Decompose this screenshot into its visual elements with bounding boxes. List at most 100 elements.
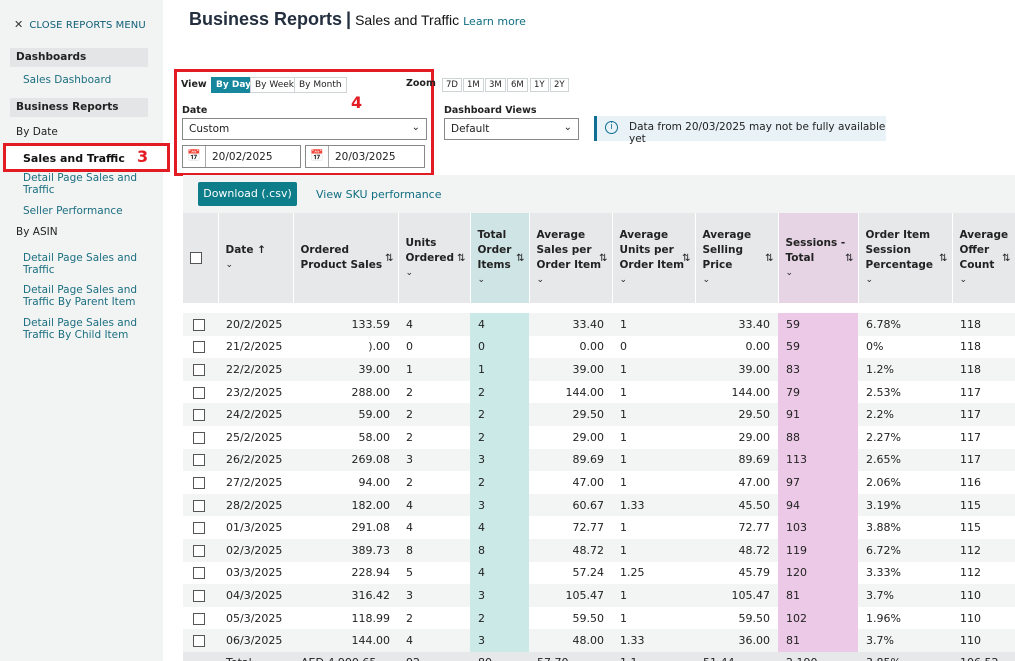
row-checkbox[interactable] <box>193 612 205 625</box>
column-header-ordered-product-sales[interactable]: Ordered Product Sales ⇅ <box>293 213 399 303</box>
zoom-1m-button[interactable]: 1M <box>463 78 484 92</box>
row-checkbox[interactable] <box>193 386 205 399</box>
table-cell: 4 <box>470 313 529 336</box>
sort-icon: ⇅ <box>939 253 948 264</box>
column-header-avg-selling-price[interactable]: Average Selling Price ⇅ ⌄ <box>695 213 779 303</box>
table-cell: 2.06% <box>866 475 901 489</box>
table-cell: 1 <box>612 358 695 381</box>
column-header-total-order-items[interactable]: Total Order Items ⇅ ⌄ <box>470 213 530 303</box>
sidebar-item-seller-performance[interactable]: Seller Performance <box>23 205 123 217</box>
start-date-input[interactable]: 📅 20/02/2025 <box>182 145 301 168</box>
close-reports-menu-button[interactable]: ✕ CLOSE REPORTS MENU <box>14 18 146 31</box>
table-cell: 3 <box>470 493 529 517</box>
column-header-units-ordered[interactable]: Units Ordered ⇅ ⌄ <box>398 213 471 303</box>
row-checkbox[interactable] <box>193 341 205 354</box>
sidebar-item-detail-page[interactable]: Detail Page Sales and Traffic <box>23 172 138 196</box>
table-cell: 6.72% <box>858 538 952 562</box>
table-cell: 2 <box>470 380 529 404</box>
table-cell: 59.00 <box>293 403 398 426</box>
view-sku-performance-link[interactable]: View SKU performance <box>316 188 442 201</box>
chevron-down-icon: ⌄ <box>785 267 794 278</box>
row-checkbox[interactable] <box>193 589 205 602</box>
table-cell: 120 <box>778 561 858 585</box>
table-cell: 1 <box>620 430 627 444</box>
column-header-avg-sales-per-order-item[interactable]: Average Sales per Order Item ⇅ ⌄ <box>529 213 613 303</box>
table-cell: 97 <box>778 471 858 494</box>
sort-icon: ⇅ <box>682 253 691 264</box>
table-cell: 4 <box>398 493 470 517</box>
date-range-select[interactable]: Custom ⌄ <box>182 118 427 140</box>
zoom-6m-button[interactable]: 6M <box>507 78 528 92</box>
table-cell: 59.50 <box>572 611 605 625</box>
column-header-date[interactable]: Date ↑ ⌄ <box>218 213 294 303</box>
row-checkbox[interactable] <box>193 567 205 580</box>
row-checkbox[interactable] <box>193 522 205 535</box>
table-cell: 4 <box>470 516 529 539</box>
sales-traffic-table: Date ↑ ⌄ Ordered Product Sales ⇅ Units Ord… <box>183 213 1015 661</box>
sidebar-item-asin-child[interactable]: Detail Page Sales and Traffic By Child I… <box>23 317 138 341</box>
table-cell: 3.19% <box>858 493 952 517</box>
table-cell: 269.08 <box>293 448 398 472</box>
row-checkbox[interactable] <box>193 431 205 444</box>
column-header-avg-units-per-order-item[interactable]: Average Units per Order Item ⇅ ⌄ <box>612 213 696 303</box>
table-cell: 3.88% <box>866 521 901 535</box>
sidebar-item-sales-dashboard[interactable]: Sales Dashboard <box>23 74 112 86</box>
zoom-7d-button[interactable]: 7D <box>442 78 462 92</box>
row-checkbox[interactable] <box>193 476 205 489</box>
column-header-avg-offer-count[interactable]: Average Offer Count ⇅ ⌄ <box>952 213 1015 303</box>
table-cell: 89.69 <box>695 448 778 472</box>
table-cell: 3 <box>470 584 529 607</box>
table-cell: 144.00 <box>731 385 771 399</box>
table-cell: 2 <box>470 471 529 494</box>
view-by-day-button[interactable]: By Day <box>211 77 256 93</box>
column-header-order-item-session-pct[interactable]: Order Item Session Percentage ⇅ ⌄ <box>858 213 953 303</box>
zoom-3m-button[interactable]: 3M <box>485 78 506 92</box>
zoom-2y-button[interactable]: 2Y <box>550 78 569 92</box>
view-by-week-button[interactable]: By Week <box>250 77 300 93</box>
table-row: 24/2/2025 59.00 2 2 29.50 1 29.50 91 2.2% 117 <box>183 403 1015 426</box>
end-date-input[interactable]: 📅 20/03/2025 <box>305 145 425 168</box>
table-cell: 59 <box>778 313 858 336</box>
table-cell: 1.33 <box>612 629 695 652</box>
view-by-month-button[interactable]: By Month <box>294 77 347 93</box>
table-cell: 04/3/2025 <box>218 584 293 607</box>
table-cell: 59 <box>778 335 858 359</box>
table-header-row: Date ↑ ⌄ Ordered Product Sales ⇅ Units Ord… <box>183 213 1015 303</box>
select-all-checkbox[interactable] <box>190 251 202 264</box>
chevron-down-icon: ⌄ <box>619 275 628 285</box>
table-cell: 79 <box>778 380 858 404</box>
table-cell: 94 <box>778 493 858 517</box>
download-csv-button[interactable]: Download (.csv) <box>198 182 297 206</box>
row-checkbox[interactable] <box>193 454 205 467</box>
row-checkbox[interactable] <box>193 499 205 512</box>
column-header-sessions-total[interactable]: Sessions - Total ⇅ ⌄ <box>778 213 859 303</box>
total-cell: 3.85% <box>858 651 952 661</box>
table-cell: 105.47 <box>695 584 778 607</box>
sort-icon: ⇅ <box>457 253 466 264</box>
table-cell: 03/3/2025 <box>226 566 283 580</box>
table-cell: 48.72 <box>529 538 612 562</box>
row-select-cell <box>183 471 218 494</box>
row-checkbox[interactable] <box>193 544 205 557</box>
table-row: 26/2/2025 269.08 3 3 89.69 1 89.69 113 2.65% 117 <box>183 448 1015 472</box>
learn-more-link[interactable]: Learn more <box>463 15 526 28</box>
table-cell: 110 <box>952 629 1015 652</box>
dashboard-views-label: Dashboard Views <box>444 105 537 116</box>
row-checkbox[interactable] <box>193 363 205 376</box>
sidebar-item-asin-detail[interactable]: Detail Page Sales and Traffic <box>23 252 138 276</box>
table-cell: 112 <box>960 566 981 580</box>
zoom-1y-button[interactable]: 1Y <box>530 78 549 92</box>
dashboard-views-select[interactable]: Default ⌄ <box>444 118 579 140</box>
table-cell: 3 <box>398 448 470 472</box>
row-checkbox[interactable] <box>193 409 205 422</box>
row-checkbox[interactable] <box>193 318 205 331</box>
sort-icon: ⇅ <box>845 253 854 264</box>
table-cell: 117 <box>952 448 1015 472</box>
sidebar-item-asin-parent[interactable]: Detail Page Sales and Traffic By Parent … <box>23 284 138 308</box>
row-checkbox[interactable] <box>193 635 205 648</box>
table-cell: 2.65% <box>858 448 952 472</box>
table-row: 28/2/2025 182.00 4 3 60.67 1.33 45.50 94 3.19% 11… <box>183 493 1015 517</box>
sidebar-item-sales-and-traffic[interactable]: Sales and Traffic 3 <box>3 143 170 172</box>
sort-up-arrow-icon: ↑ <box>257 244 266 256</box>
close-icon: ✕ <box>14 18 24 31</box>
